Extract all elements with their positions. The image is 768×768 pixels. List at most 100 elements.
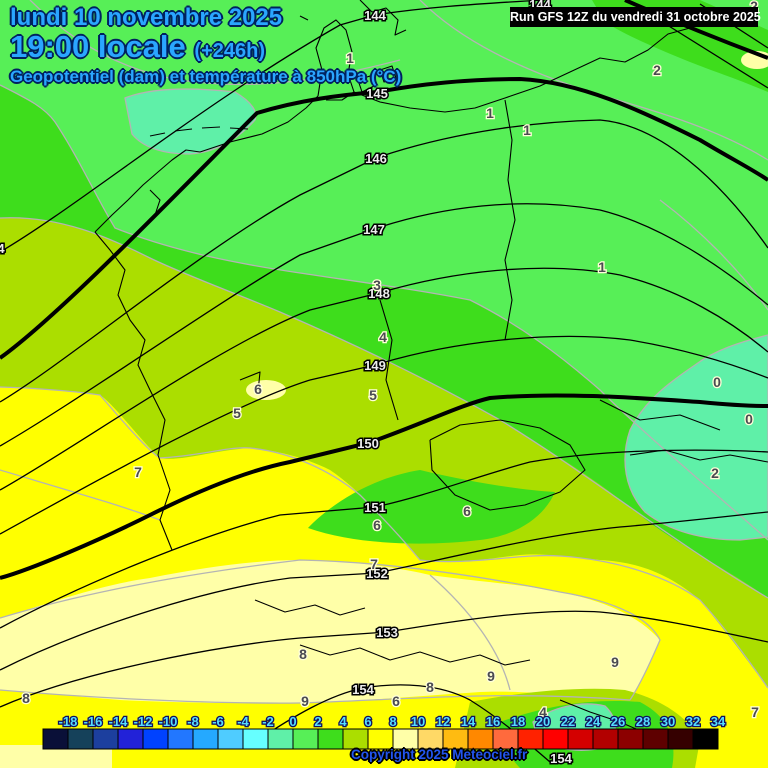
scale-cell (417, 728, 444, 750)
temperature-value-label: 1 (486, 105, 494, 121)
scale-cell (317, 728, 344, 750)
contour-151 (0, 449, 768, 629)
border-czech (429, 419, 586, 511)
contour-149 (0, 335, 768, 535)
temperature-value-label: 7 (134, 464, 142, 480)
temperature-value-label: 4 (379, 329, 387, 345)
geopotential-label: 144 (364, 8, 386, 23)
copyright: Copyright 2025 Meteociel.fr (351, 747, 528, 762)
region-spot-small (246, 380, 286, 400)
scale-cell (242, 728, 269, 750)
temperature-value-label: 0 (745, 411, 753, 427)
geopotential-label: 151 (364, 500, 386, 515)
scale-tick-label: 2 (314, 714, 321, 729)
scale-cell (617, 728, 644, 750)
scale-cell (392, 728, 419, 750)
contour-147 (0, 203, 768, 447)
scale-tick-label: 32 (686, 714, 700, 729)
temperature-value-label: 5 (369, 387, 377, 403)
scale-tick-label: -14 (109, 714, 129, 729)
scale-tick-label: 26 (611, 714, 625, 729)
scale-tick-label: 24 (586, 714, 601, 729)
scale-tick-label: -6 (212, 714, 224, 729)
geopotential-label: 145 (366, 86, 388, 101)
geopotential-label: 147 (363, 222, 385, 237)
temperature-value-label: 6 (254, 381, 262, 397)
temperature-value-label: 1 (523, 122, 531, 138)
temperature-labels: 111221002345567667889986974 (21, 0, 761, 721)
scale-cell (92, 728, 119, 750)
scale-cell (217, 728, 244, 750)
temperature-scale-labels: -18 -16 -14 -12 -10 -8 -6 -4 -2 0 2 4 6 8 10 12 14 16 18 20… (57, 713, 727, 731)
temperature-value-label: 7 (370, 556, 378, 572)
temperature-value-label: 9 (611, 654, 619, 670)
geopotential-label: 152 (366, 566, 388, 581)
scale-tick-label: 28 (636, 714, 650, 729)
region-8-10-corner (0, 745, 112, 768)
border-east (599, 399, 768, 463)
scale-tick-label: -8 (187, 714, 199, 729)
date-title: lundi 10 novembre 2025 (10, 4, 283, 31)
temperature-value-label: 9 (487, 668, 495, 684)
temperature-value-label: 6 (463, 503, 471, 519)
scale-tick-label: -10 (159, 714, 178, 729)
contour-153 (0, 610, 768, 708)
geopotential-label: 4 (0, 241, 5, 256)
scale-cell (342, 728, 369, 750)
scale-tick-label: -18 (59, 714, 78, 729)
temperature-value-label: 2 (711, 465, 719, 481)
isotherm-lines (0, 0, 768, 704)
border-misc (239, 299, 399, 421)
geopotential-label: 148 (368, 286, 390, 301)
scale-cell (192, 728, 219, 750)
geopotential-label: 154 (352, 682, 374, 697)
scale-tick-label: -12 (134, 714, 153, 729)
danish-islands (299, 0, 407, 93)
geopotential-label: 150 (357, 436, 379, 451)
map-subtitle: Geopotentiel (dam) et température à 850h… (10, 67, 402, 86)
scale-tick-label: 4 (339, 714, 347, 729)
geopotential-label: 153 (376, 625, 398, 640)
scale-tick-label: 22 (561, 714, 575, 729)
temperature-value-label: 5 (233, 405, 241, 421)
temperature-scale (42, 728, 719, 750)
region-2-4-band (0, 85, 768, 598)
temperature-value-label: 2 (653, 62, 661, 78)
temperature-value-label: 6 (373, 517, 381, 533)
geopotential-label: 154 (550, 751, 572, 766)
scale-tick-label: 10 (411, 714, 425, 729)
time-title: 19:00 locale (+246h) (10, 29, 265, 65)
scale-tick-label: -16 (84, 714, 103, 729)
scale-cell (292, 728, 319, 750)
scale-tick-label: 0 (289, 714, 296, 729)
region-4-6-band (0, 217, 768, 688)
scale-tick-label: 6 (364, 714, 371, 729)
contour-144 (0, 0, 546, 253)
scale-cell (467, 728, 494, 750)
scale-cell (67, 728, 94, 750)
temperature-value-label: 3 (373, 277, 381, 293)
temperature-value-label: 4 (539, 704, 547, 720)
temperature-value-label: 8 (426, 679, 434, 695)
scale-tick-label: -4 (237, 714, 249, 729)
temperature-value-label: 6 (392, 693, 400, 709)
border-west (94, 231, 173, 551)
scale-cell (667, 728, 694, 750)
scale-tick-label: 20 (536, 714, 550, 729)
scale-tick-label: 12 (436, 714, 450, 729)
region-2-4-blob151 (308, 470, 555, 544)
scale-cell (167, 728, 194, 750)
border-alps (254, 599, 531, 666)
scale-cell (642, 728, 669, 750)
scale-tick-label: 30 (661, 714, 675, 729)
scale-cell (567, 728, 594, 750)
geopotential-label: 149 (364, 358, 386, 373)
forecast-offset: (+246h) (194, 40, 266, 62)
scale-tick-label: -2 (262, 714, 274, 729)
scale-tick-label: 34 (711, 714, 726, 729)
scale-cell (492, 728, 519, 750)
region-8-10 (0, 560, 660, 704)
scale-cell (692, 728, 719, 750)
